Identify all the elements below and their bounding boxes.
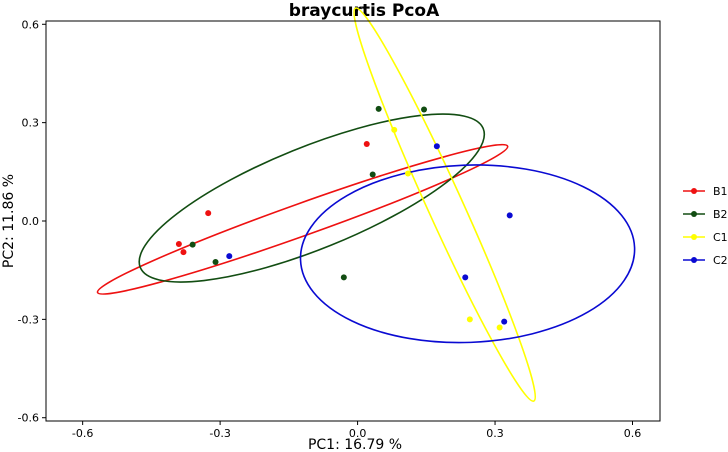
legend-marker <box>691 234 697 240</box>
point-c2-3 <box>506 212 513 219</box>
data-points <box>175 105 513 331</box>
ellipse-c1 <box>353 7 537 402</box>
point-b2-3 <box>340 274 347 281</box>
point-c2-4 <box>462 274 469 281</box>
legend-item-c1: C1 <box>683 231 728 244</box>
x-tick-label: -0.3 <box>209 427 230 440</box>
ellipse-b2 <box>138 113 486 283</box>
y-tick-label: 0.3 <box>22 117 40 130</box>
x-tick-label: -0.6 <box>72 427 93 440</box>
legend-label: B1 <box>713 185 728 198</box>
legend-marker <box>691 257 697 263</box>
y-axis-ticks: -0.6 -0.3 0.0 0.3 0.6 <box>18 18 46 425</box>
point-b2-4 <box>369 171 376 178</box>
point-b1-3 <box>180 249 187 256</box>
y-tick-label: 0.6 <box>22 18 40 31</box>
plot-frame <box>45 20 661 422</box>
x-tick-label: 0.3 <box>486 427 504 440</box>
point-c1-2 <box>404 170 411 177</box>
confidence-ellipses <box>96 7 636 402</box>
point-b1-4 <box>363 140 370 147</box>
legend-item-b1: B1 <box>683 185 728 198</box>
point-c1-4 <box>496 324 503 331</box>
point-b1-2 <box>175 240 182 247</box>
point-c1-1 <box>391 126 398 133</box>
point-c2-5 <box>501 318 508 325</box>
y-axis-label: PC2: 11.86 % <box>1 174 17 268</box>
point-b2-2 <box>212 258 219 265</box>
y-tick-label: -0.6 <box>18 412 39 425</box>
legend-label: C2 <box>713 254 728 267</box>
legend-marker <box>691 211 697 217</box>
ellipse-b1 <box>96 143 509 295</box>
point-b1-1 <box>205 210 212 217</box>
legend-label: C1 <box>713 231 728 244</box>
legend-item-b2: B2 <box>683 208 728 221</box>
y-tick-label: -0.3 <box>18 313 39 326</box>
x-axis-label: PC1: 16.79 % <box>308 437 402 452</box>
legend-item-c2: C2 <box>683 254 728 267</box>
point-c1-3 <box>466 316 473 323</box>
chart-title: braycurtis PcoA <box>289 1 440 21</box>
point-b2-6 <box>421 106 428 113</box>
legend-marker <box>691 188 697 194</box>
legend: B1 B2 C1 C2 <box>683 185 728 267</box>
point-b2-5 <box>375 105 382 112</box>
x-tick-label: 0.6 <box>624 427 642 440</box>
x-axis-ticks: -0.6 -0.3 0.0 0.3 0.6 <box>72 421 641 440</box>
legend-label: B2 <box>713 208 728 221</box>
point-c2-2 <box>433 143 440 150</box>
point-c2-1 <box>226 253 233 260</box>
y-tick-label: 0.0 <box>22 215 40 228</box>
x-tick-label: 0.0 <box>349 427 367 440</box>
point-b2-1 <box>189 241 196 248</box>
ellipse-c2 <box>299 164 636 344</box>
